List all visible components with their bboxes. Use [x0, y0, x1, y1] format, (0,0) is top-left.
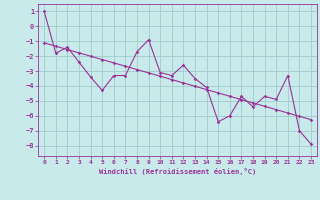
X-axis label: Windchill (Refroidissement éolien,°C): Windchill (Refroidissement éolien,°C): [99, 168, 256, 175]
